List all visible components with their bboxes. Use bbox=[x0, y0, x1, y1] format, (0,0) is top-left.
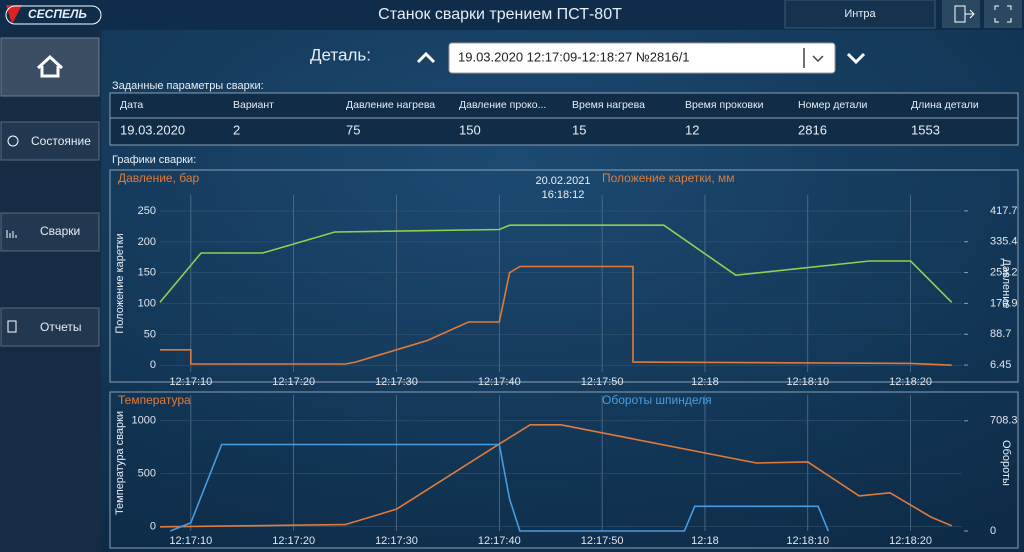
y2-axis-label: Обороты bbox=[1000, 440, 1012, 486]
column-header: Давление нагрева bbox=[346, 99, 435, 111]
timestamp: 20.02.2021 bbox=[535, 175, 590, 187]
y-tick-label: 1000 bbox=[132, 414, 156, 426]
chart-title: Температура bbox=[118, 393, 191, 407]
params-table bbox=[109, 92, 1019, 146]
prev-button[interactable] bbox=[416, 51, 436, 64]
home-button[interactable] bbox=[0, 37, 100, 97]
y-tick-label: 0 bbox=[150, 359, 156, 371]
x-tick-label: 12:17:30 bbox=[375, 376, 418, 388]
x-tick-label: 12:18:20 bbox=[889, 535, 932, 547]
user-button[interactable] bbox=[784, 0, 936, 29]
detail-value: 19.03.2020 12:17:09-12:18:27 №2816/1 bbox=[458, 49, 690, 64]
x-tick-label: 12:17:50 bbox=[581, 535, 624, 547]
x-tick-label: 12:18:10 bbox=[786, 376, 829, 388]
y-tick-label: 250 bbox=[138, 205, 156, 217]
nav-label: Отчеты bbox=[40, 320, 81, 334]
nav-label: Сварки bbox=[40, 224, 80, 238]
column-header: Номер детали bbox=[798, 99, 868, 111]
y-tick-label: 200 bbox=[138, 236, 156, 248]
chart-title-2: Обороты шпинделя bbox=[602, 393, 712, 407]
x-tick-label: 12:18 bbox=[691, 535, 719, 547]
x-tick-label: 12:18:20 bbox=[889, 376, 932, 388]
y-tick-label: 50 bbox=[144, 328, 156, 340]
param-value: 15 bbox=[572, 122, 586, 137]
series-line bbox=[170, 443, 830, 532]
detail-dropdown[interactable] bbox=[448, 42, 836, 74]
user-name: Интра bbox=[844, 8, 876, 20]
app-title: Станок сварки трением ПСТ-80Т bbox=[378, 6, 622, 23]
y-axis-label: Температура сварки bbox=[114, 411, 126, 515]
logo: СЕСПЕЛЬ bbox=[28, 7, 87, 21]
home-icon bbox=[36, 54, 64, 78]
y2-tick-label: 253.2 bbox=[990, 266, 1018, 278]
column-header: Вариант bbox=[233, 99, 274, 111]
param-value: 1553 bbox=[911, 122, 940, 137]
fullscreen-icon bbox=[994, 5, 1012, 23]
x-tick-label: 12:17:10 bbox=[169, 535, 212, 547]
column-header: Время проковки bbox=[685, 99, 764, 111]
x-tick-label: 12:17:50 bbox=[581, 376, 624, 388]
y2-tick-label: 170.9 bbox=[990, 297, 1018, 309]
x-tick-label: 12:17:40 bbox=[478, 376, 521, 388]
nav-welds[interactable] bbox=[0, 212, 100, 252]
series-line bbox=[160, 265, 952, 366]
logout-icon bbox=[954, 5, 975, 23]
y-axis-label: Положение каретки bbox=[114, 233, 126, 333]
y2-tick-label: 417.7 bbox=[990, 205, 1018, 217]
chart-frame bbox=[109, 391, 1019, 549]
param-value: 19.03.2020 bbox=[120, 122, 185, 137]
y2-tick-label: 335.4 bbox=[990, 236, 1018, 248]
next-button[interactable] bbox=[846, 52, 866, 65]
nav-reports[interactable] bbox=[0, 307, 100, 347]
detail-label: Деталь: bbox=[310, 45, 371, 64]
chart-title: Давление, бар bbox=[118, 171, 200, 185]
timestamp: 16:18:12 bbox=[542, 189, 585, 201]
nav-state[interactable] bbox=[0, 121, 100, 161]
charts-title: Графики сварки: bbox=[112, 154, 196, 166]
y2-tick-label: 88.7 bbox=[990, 328, 1011, 340]
sidebar bbox=[0, 30, 101, 552]
y-tick-label: 150 bbox=[138, 267, 156, 279]
column-header: Давление проко... bbox=[459, 99, 546, 111]
chart-frame bbox=[109, 169, 1019, 383]
param-value: 2 bbox=[233, 122, 240, 137]
x-tick-label: 12:18 bbox=[691, 376, 719, 388]
x-tick-label: 12:17:20 bbox=[272, 376, 315, 388]
series-line bbox=[159, 424, 953, 528]
params-title: Заданные параметры сварки: bbox=[112, 80, 264, 92]
welds-icon bbox=[6, 230, 17, 238]
y-tick-label: 100 bbox=[138, 297, 156, 309]
x-tick-label: 12:17:20 bbox=[272, 535, 315, 547]
column-header: Время нагрева bbox=[572, 99, 645, 111]
reports-icon bbox=[7, 320, 17, 333]
param-value: 150 bbox=[459, 122, 481, 137]
y2-tick-label: 708.3 bbox=[990, 415, 1018, 427]
param-value: 12 bbox=[685, 122, 699, 137]
chart-title-2: Положение каретки, мм bbox=[602, 171, 735, 185]
param-value: 2816 bbox=[798, 122, 827, 137]
x-tick-label: 12:17:10 bbox=[169, 376, 212, 388]
y2-axis-label: Давление bbox=[1000, 258, 1012, 308]
x-tick-label: 12:17:30 bbox=[375, 535, 418, 547]
param-value: 75 bbox=[346, 122, 360, 137]
x-tick-label: 12:17:40 bbox=[478, 535, 521, 547]
state-icon bbox=[7, 135, 19, 147]
fullscreen-button[interactable] bbox=[984, 0, 1022, 28]
logo-frame bbox=[5, 5, 102, 25]
y2-tick-label: 0 bbox=[990, 525, 996, 537]
y-tick-label: 500 bbox=[138, 468, 156, 480]
series-line bbox=[159, 224, 953, 303]
column-header: Дата bbox=[120, 99, 143, 111]
y-tick-label: 0 bbox=[150, 521, 156, 533]
y2-tick-label: 6.45 bbox=[990, 359, 1011, 371]
nav-label: Состояние bbox=[31, 134, 91, 148]
dropdown-arrow bbox=[803, 48, 824, 68]
column-header: Длина детали bbox=[911, 99, 979, 111]
logo-icon bbox=[6, 5, 22, 24]
x-tick-label: 12:18:10 bbox=[786, 535, 829, 547]
